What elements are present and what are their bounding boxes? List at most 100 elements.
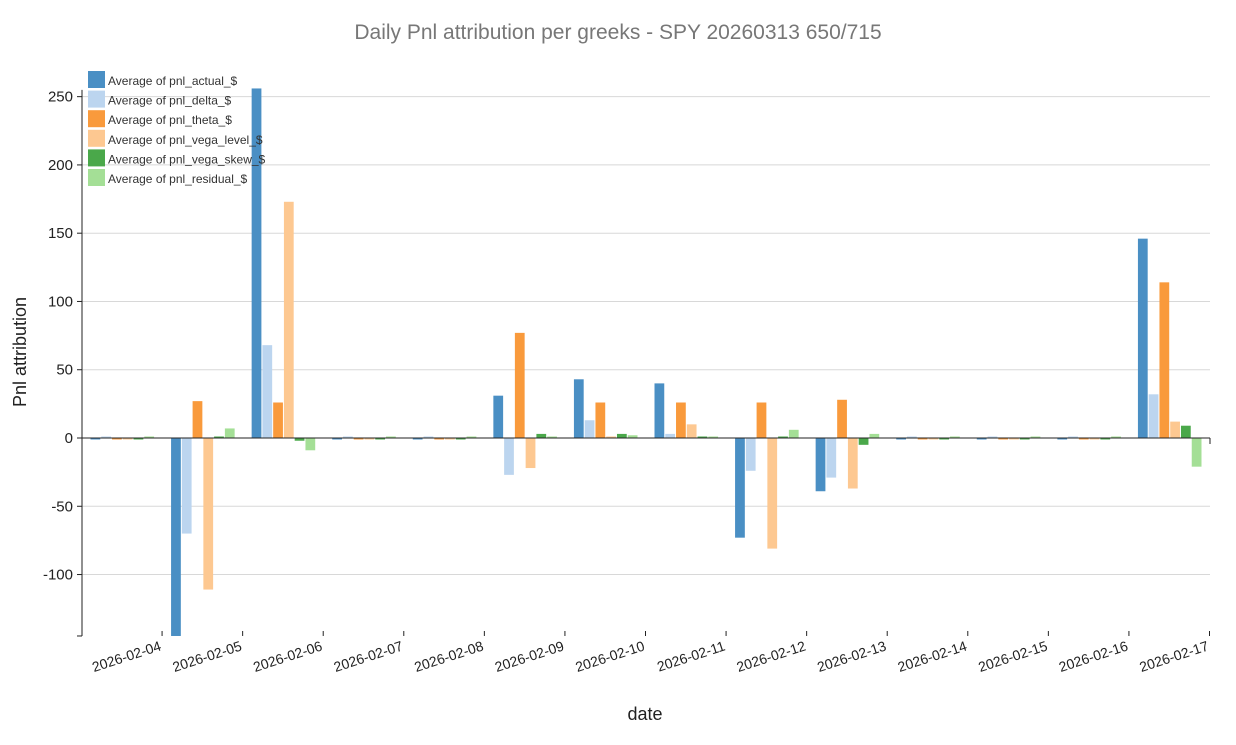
bar <box>606 436 616 438</box>
x-tick-label: 2026-02-15 <box>976 638 1049 675</box>
bar <box>665 433 676 438</box>
bar <box>815 438 826 492</box>
bar <box>294 438 305 441</box>
x-tick-label: 2026-02-12 <box>735 638 808 675</box>
bar <box>1191 438 1202 467</box>
bar <box>917 438 928 440</box>
bar <box>1030 436 1041 438</box>
bar <box>1170 421 1180 438</box>
bar <box>466 436 477 438</box>
y-tick-label: 100 <box>48 293 73 310</box>
bar <box>627 435 638 438</box>
bar <box>697 436 708 438</box>
bar <box>998 438 1009 440</box>
bar <box>869 433 880 438</box>
bar <box>1100 438 1111 440</box>
y-tick-label: 150 <box>48 225 73 242</box>
bar <box>353 438 364 440</box>
legend-label: Average of pnl_vega_level_$ <box>108 133 263 147</box>
legend-label: Average of pnl_residual_$ <box>108 172 248 186</box>
bar <box>987 436 998 438</box>
bar <box>342 436 353 438</box>
legend-label: Average of pnl_actual_$ <box>108 74 238 88</box>
x-axis-title: date <box>627 704 662 724</box>
bar <box>778 436 788 438</box>
bar <box>101 436 112 438</box>
x-tick-label: 2026-02-08 <box>412 638 485 675</box>
bar <box>676 402 686 438</box>
bar <box>1009 438 1019 440</box>
bar <box>573 379 584 438</box>
bar <box>616 433 627 438</box>
bar <box>595 402 606 438</box>
bar <box>305 438 316 451</box>
bar <box>364 438 375 440</box>
bar <box>1068 436 1078 438</box>
bar <box>837 399 847 438</box>
bar <box>735 438 745 538</box>
y-tick-label: 0 <box>65 430 73 447</box>
legend: Average of pnl_actual_$ Average of pnl_de… <box>88 71 266 186</box>
bar <box>181 438 192 534</box>
bar <box>214 436 224 438</box>
bar <box>708 436 719 438</box>
bar <box>224 428 235 438</box>
x-tick-label: 2026-02-05 <box>171 638 244 675</box>
bar <box>171 438 181 636</box>
bar <box>826 438 837 478</box>
bar <box>906 436 917 438</box>
bar <box>122 438 133 440</box>
bar <box>1057 438 1068 440</box>
bar <box>1111 436 1121 438</box>
legend-label: Average of pnl_theta_$ <box>108 113 232 127</box>
legend-swatch <box>88 149 105 167</box>
x-tick-label: 2026-02-14 <box>896 638 969 675</box>
bar <box>412 438 423 440</box>
bar <box>504 438 514 475</box>
x-tick-label: 2026-02-10 <box>573 638 646 675</box>
y-tick-label: 200 <box>48 157 73 174</box>
bar <box>203 438 214 590</box>
bar <box>788 429 799 438</box>
bar <box>434 438 445 440</box>
bar <box>455 438 466 440</box>
bar <box>90 438 101 440</box>
legend-label: Average of pnl_delta_$ <box>108 94 232 108</box>
legend-swatch <box>88 129 105 147</box>
bar <box>654 383 665 438</box>
x-tick-label: 2026-02-06 <box>251 638 324 675</box>
y-axis-title: Pnl attribution <box>10 297 30 407</box>
bar <box>536 433 547 438</box>
bar <box>375 438 386 440</box>
gridlines <box>82 96 1210 576</box>
bar <box>1137 238 1148 438</box>
bar <box>192 401 203 438</box>
x-tick-label: 2026-02-07 <box>332 638 405 675</box>
bar <box>767 438 778 549</box>
x-tick-label: 2026-02-16 <box>1057 638 1130 675</box>
bar <box>445 438 455 440</box>
y-tick-label: -50 <box>51 498 73 515</box>
bars <box>90 88 1202 636</box>
bar <box>1148 394 1159 438</box>
bar <box>547 436 557 438</box>
bar <box>756 402 767 438</box>
bar <box>525 438 536 469</box>
bar <box>1019 438 1030 440</box>
bar <box>1180 425 1191 438</box>
bar <box>332 438 342 440</box>
bar <box>386 436 396 438</box>
bar <box>939 438 950 440</box>
bar <box>847 438 858 489</box>
bar <box>1078 438 1089 440</box>
bar <box>858 438 869 445</box>
bar <box>950 436 960 438</box>
x-tick-label: 2026-02-11 <box>655 638 727 675</box>
legend-swatch <box>88 90 105 108</box>
y-tick-label: 250 <box>48 89 73 106</box>
legend-swatch <box>88 110 105 128</box>
chart-title: Daily Pnl attribution per greeks - SPY 2… <box>354 21 881 44</box>
legend-swatch <box>88 169 105 186</box>
